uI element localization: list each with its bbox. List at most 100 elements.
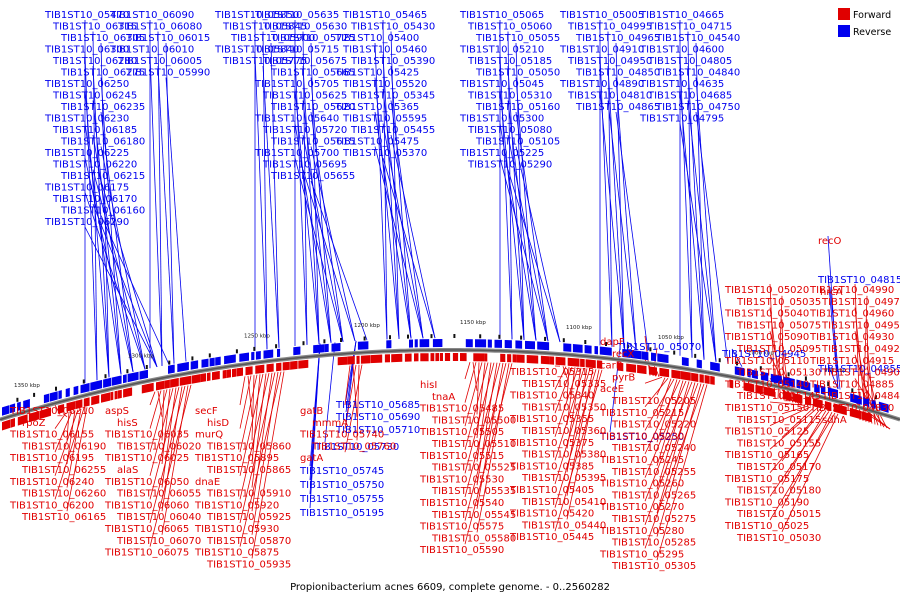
reverse-connector — [149, 54, 163, 366]
forward-gene-arrow — [567, 357, 580, 367]
reverse-connector — [515, 146, 561, 343]
forward-connector — [344, 364, 363, 453]
forward-gene-label: TIB1ST10_05240 — [611, 443, 696, 454]
forward-connector — [656, 379, 678, 443]
reverse-gene-label: TIB1ST10_05705 — [254, 79, 339, 90]
forward-connector — [769, 409, 824, 474]
forward-gene-label: TIB1ST10_06055 — [116, 489, 201, 500]
forward-connector — [149, 390, 162, 429]
reverse-gene-label: TIB1ST10_05685 — [335, 400, 420, 411]
forward-connector — [251, 373, 267, 488]
reverse-gene-arrow — [651, 352, 657, 362]
forward-connector — [54, 407, 85, 500]
gc-mark — [235, 349, 238, 354]
forward-gene-label: gatA — [300, 453, 323, 464]
forward-gene-arrow — [2, 419, 11, 431]
forward-connector — [554, 367, 585, 461]
reverse-connector — [382, 54, 400, 339]
reverse-connector — [695, 77, 717, 362]
reverse-gene-label: TIB1ST10_06275 — [60, 68, 145, 79]
reverse-gene-arrow — [239, 352, 249, 362]
reverse-connector — [84, 226, 158, 368]
forward-connector — [476, 362, 504, 509]
gene-feature-arrows — [2, 334, 889, 431]
reverse-gene-arrow — [277, 348, 281, 358]
reverse-gene-arrow — [871, 399, 876, 409]
forward-gene-label: rpoZ — [22, 418, 46, 429]
forward-gene-arrow — [861, 411, 872, 423]
reverse-gene-label: TIB1ST10_05065 — [459, 10, 544, 21]
reverse-connector — [507, 65, 525, 340]
forward-connector — [239, 376, 246, 406]
forward-gene-arrow — [516, 354, 525, 363]
gc-mark — [389, 335, 391, 340]
reverse-connector — [679, 88, 705, 360]
forward-connector — [554, 369, 597, 508]
reverse-gene-arrow — [710, 361, 720, 372]
forward-gene-arrow — [792, 392, 803, 404]
forward-gene-label: aspS — [105, 406, 129, 417]
forward-gene-arrow — [680, 371, 691, 381]
forward-gene-label: TIB1ST10_05170 — [736, 462, 821, 473]
forward-gene-label: TIB1ST10_06075 — [104, 548, 189, 559]
reverse-gene-label: TIB1ST10_05225 — [459, 148, 544, 159]
forward-connector — [656, 382, 696, 514]
forward-gene-arrow — [170, 377, 179, 388]
reverse-gene-arrow — [386, 340, 392, 349]
forward-gene-label: TIB1ST10_05545 — [431, 510, 516, 521]
reverse-connector — [374, 42, 388, 340]
forward-gene-label: TIB1ST10_06190 — [21, 441, 106, 452]
legend-forward-label: Forward — [853, 10, 891, 21]
reverse-gene-arrow — [331, 343, 341, 352]
forward-connector — [344, 364, 357, 429]
reverse-gene-label: TIB1ST10_05345 — [350, 91, 435, 102]
gc-mark — [453, 334, 456, 338]
reverse-connector — [100, 180, 158, 368]
forward-connector — [854, 378, 885, 428]
reverse-gene-arrow — [111, 375, 122, 386]
forward-connector — [644, 381, 693, 502]
forward-gene-arrow — [391, 353, 403, 363]
reverse-gene-label: TIB1ST10_05370 — [342, 148, 427, 159]
reverse-gene-label: TIB1ST10_05475 — [334, 137, 419, 148]
forward-connector — [464, 362, 483, 427]
reverse-connector — [374, 77, 400, 339]
forward-gene-label: TIB1ST10_05270 — [599, 502, 684, 513]
gc-mark — [302, 341, 305, 346]
forward-connector — [464, 362, 507, 521]
reverse-connector — [309, 343, 321, 509]
reverse-gene-label: TIB1ST10_04685 — [647, 91, 732, 102]
gc-mark — [851, 388, 854, 393]
reverse-connector — [262, 65, 280, 348]
reverse-gene-arrow — [760, 371, 769, 382]
forward-gene-arrow — [123, 387, 133, 398]
gc-mark — [736, 361, 738, 366]
forward-gene-arrow — [585, 359, 596, 369]
forward-gene-arrow — [276, 362, 282, 372]
forward-gene-arrow — [10, 418, 15, 428]
reverse-connector — [390, 65, 412, 339]
forward-gene-arrow — [824, 401, 832, 411]
reverse-gene-label: TIB1ST10_05690 — [335, 412, 420, 423]
forward-gene-label: TIB1ST10_05015 — [736, 509, 821, 520]
reverse-gene-label: TIB1ST10_06090 — [109, 10, 194, 21]
forward-gene-label: pyrB — [612, 372, 635, 383]
reverse-gene-label: TIB1ST10_05725 — [270, 33, 355, 44]
reverse-gene-label: TIB1ST10_04540 — [655, 33, 740, 44]
forward-gene-label: recX — [612, 349, 635, 360]
forward-gene-label: TIB1ST10_06060 — [104, 500, 189, 511]
reverse-gene-arrow — [494, 339, 502, 348]
reverse-gene-label: TIB1ST10_05615 — [270, 137, 355, 148]
gc-mark — [649, 347, 652, 352]
forward-connector — [66, 407, 88, 512]
forward-gene-label: TIB1ST10_05515 — [419, 451, 504, 462]
reverse-gene-label: TIB1ST10_04995 — [567, 22, 652, 33]
forward-gene-arrow — [75, 399, 83, 410]
forward-gene-arrow — [282, 361, 290, 371]
forward-gene-arrow — [755, 384, 763, 395]
forward-gene-label: TIB1ST10_05285 — [611, 538, 696, 549]
reverse-gene-arrow — [696, 359, 702, 369]
forward-gene-arrow — [473, 353, 485, 362]
forward-connector — [644, 377, 669, 408]
genome-backbone — [0, 348, 900, 422]
